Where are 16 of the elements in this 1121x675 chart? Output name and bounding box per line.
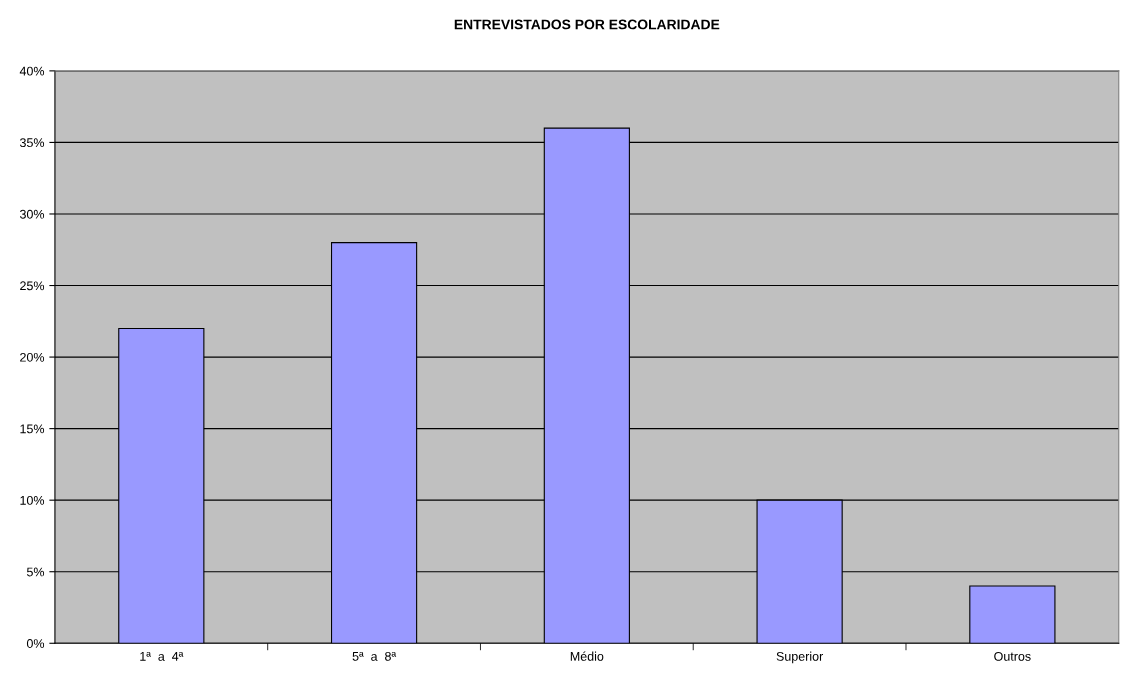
x-tick-label: 1ª a 4ª	[140, 651, 184, 661]
chart-title: ENTREVISTADOS POR ESCOLARIDADE	[454, 19, 720, 30]
y-tick-label: 30%	[19, 209, 45, 219]
x-tick-label: Superior	[776, 651, 824, 664]
bar	[969, 585, 1056, 644]
y-tick-label: 5%	[26, 567, 45, 577]
y-tick-label: 40%	[19, 66, 45, 76]
y-tick-label: 35%	[19, 138, 45, 148]
y-tick-label: 0%	[26, 639, 45, 648]
y-tick-label: 20%	[20, 352, 45, 362]
y-tick-label: 10%	[20, 495, 45, 505]
y-tick-label: 25%	[20, 281, 45, 291]
x-tick-label: Outros	[994, 651, 1031, 661]
y-tick-label: 15%	[20, 424, 45, 434]
x-tick-label: 5ª a 8ª	[352, 651, 397, 661]
x-tick-label: Médio	[570, 651, 604, 661]
